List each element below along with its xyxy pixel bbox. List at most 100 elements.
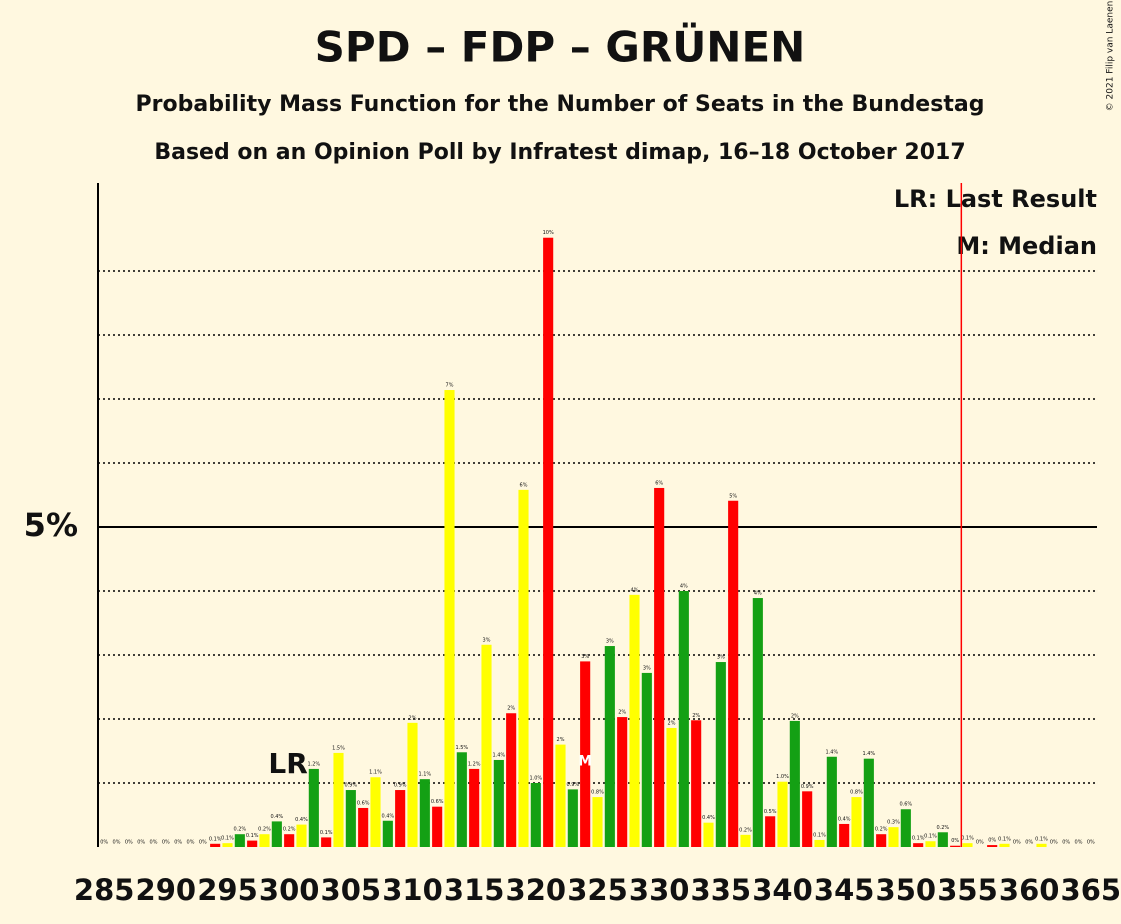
value-label: 0%: [199, 840, 207, 846]
value-label: 0.4%: [381, 813, 394, 819]
bar: [222, 843, 233, 847]
value-label: 0.5%: [764, 809, 777, 815]
x-tick-label: 295: [197, 873, 258, 907]
bar: [876, 834, 887, 847]
bar: [432, 806, 443, 847]
value-label: 0.1%: [912, 836, 925, 842]
value-label: 0%: [976, 840, 984, 846]
x-tick-label: 365: [1061, 873, 1121, 907]
value-label: 0.4%: [270, 814, 283, 820]
bar: [1036, 843, 1047, 847]
value-label: 0.2%: [936, 825, 949, 831]
value-label: 5%: [729, 493, 737, 499]
value-label: 2%: [557, 737, 565, 743]
bar: [765, 816, 776, 847]
x-tick-label: 355: [937, 873, 998, 907]
bar: [333, 752, 344, 847]
value-label: 0.4%: [702, 815, 715, 821]
bar: [518, 489, 529, 847]
bar: [826, 756, 837, 847]
value-label: 1.4%: [825, 749, 838, 755]
x-tick-label: 300: [259, 873, 320, 907]
x-tick-label: 305: [321, 873, 382, 907]
bar: [629, 594, 640, 847]
bar: [592, 797, 603, 847]
value-label: 2%: [507, 706, 515, 712]
value-label: 0%: [1087, 840, 1095, 846]
x-tick-label: 350: [876, 873, 937, 907]
value-label: 1.0%: [776, 774, 789, 780]
bar: [543, 237, 554, 848]
bar: [580, 661, 591, 847]
bar: [530, 783, 541, 847]
bar: [234, 834, 245, 847]
bar: [654, 487, 665, 847]
bar: [604, 646, 615, 847]
bar: [888, 827, 899, 847]
value-label: 0.1%: [246, 833, 259, 839]
bar: [247, 840, 258, 847]
x-tick-label: 340: [752, 873, 813, 907]
value-label: 2%: [668, 720, 676, 726]
value-label: 0.1%: [961, 836, 974, 842]
value-label: 4%: [631, 587, 639, 593]
copyright: © 2021 Filip van Laenen: [1106, 1, 1116, 112]
bar: [666, 727, 677, 847]
value-label: 0.1%: [320, 830, 333, 836]
x-tick-label: 310: [382, 873, 443, 907]
value-label: 0.4%: [838, 816, 851, 822]
value-label: 2%: [692, 713, 700, 719]
value-label: 0%: [1075, 840, 1083, 846]
bar: [740, 834, 751, 847]
chart-title: SPD – FDP – GRÜNEN: [315, 22, 806, 72]
bar: [617, 717, 628, 847]
bar: [419, 779, 430, 847]
value-label: 0.8%: [850, 790, 863, 796]
value-label: 0%: [1025, 840, 1033, 846]
x-tick-label: 315: [444, 873, 505, 907]
value-label: 0%: [174, 840, 182, 846]
value-label: 0%: [1050, 840, 1058, 846]
value-label: 3%: [483, 637, 491, 643]
value-label: 10%: [543, 230, 554, 236]
bar: [382, 820, 393, 847]
x-tick-label: 320: [506, 873, 567, 907]
bar: [308, 768, 319, 847]
value-label: 1.2%: [307, 761, 320, 767]
bar: [777, 781, 788, 847]
value-label: 0.6%: [431, 799, 444, 805]
median-label: M: [578, 753, 592, 769]
bar: [555, 744, 566, 847]
value-label: 1.2%: [468, 761, 481, 767]
bar: [481, 644, 492, 847]
bar: [259, 834, 270, 847]
value-label: 1.0%: [529, 776, 542, 782]
bar: [395, 790, 406, 847]
value-label: 0.1%: [209, 836, 222, 842]
value-label: 0.9%: [394, 783, 407, 789]
x-tick-label: 285: [74, 873, 135, 907]
bar: [345, 790, 356, 847]
bar: [641, 672, 652, 847]
bar: [814, 839, 825, 847]
bar: [950, 845, 961, 847]
value-label: 0.1%: [1035, 836, 1048, 842]
value-label: 1.4%: [492, 752, 505, 758]
value-label: 0.1%: [998, 836, 1011, 842]
value-label: 0.6%: [357, 800, 370, 806]
value-label: 1.5%: [332, 745, 345, 751]
value-label: 2%: [409, 715, 417, 721]
value-label: 0%: [137, 840, 145, 846]
bar: [456, 752, 467, 847]
bar: [863, 758, 874, 847]
bar: [789, 720, 800, 847]
value-label: 0.2%: [283, 827, 296, 833]
chart-subtitle: Probability Mass Function for the Number…: [136, 92, 985, 117]
bar: [728, 500, 739, 847]
legend-entry: LR: Last Result: [894, 185, 1097, 213]
bar: [469, 768, 480, 847]
bar: [271, 821, 282, 847]
bar: [321, 837, 332, 847]
value-label: 0.2%: [233, 827, 246, 833]
bar: [358, 807, 369, 847]
